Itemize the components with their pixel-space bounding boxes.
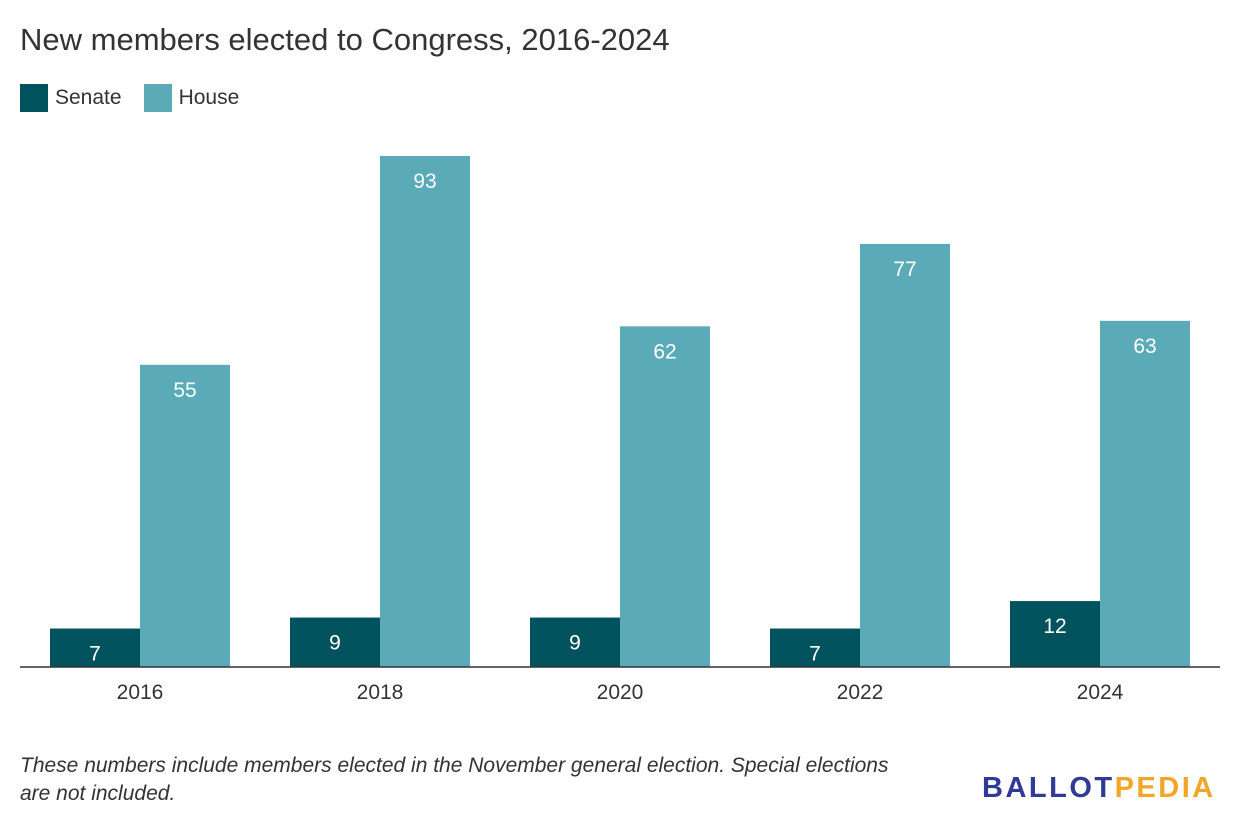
logo-part-ballot: BALLOT (982, 772, 1115, 804)
bar-house-2016 (140, 364, 230, 667)
legend-swatch-house (143, 84, 172, 112)
legend-label-house: House (178, 86, 240, 109)
data-label-senate-2022: 7 (809, 643, 821, 666)
bar-senate-2022 (770, 628, 860, 667)
bar-senate-2016 (50, 628, 140, 667)
bar-house-2018 (380, 156, 470, 667)
bar-house-2022 (860, 243, 950, 667)
data-label-senate-2020: 9 (569, 632, 581, 655)
x-tick-label-2016: 2016 (117, 681, 164, 704)
legend-item-senate: Senate (20, 84, 122, 112)
legend-item-house: House (143, 84, 240, 112)
bar-senate-2018 (290, 617, 380, 667)
bar-house-2024 (1100, 320, 1190, 667)
data-label-senate-2016: 7 (89, 643, 101, 666)
bar-senate-2020 (530, 617, 620, 667)
bar-house-2020 (620, 326, 710, 667)
chart-title: New members elected to Congress, 2016-20… (20, 22, 670, 57)
data-label-senate-2024: 12 (1043, 615, 1066, 638)
data-label-house-2024: 63 (1133, 335, 1156, 358)
legend-label-senate: Senate (55, 86, 122, 109)
footnote: These numbers include members elected in… (20, 754, 889, 805)
x-tick-label-2022: 2022 (837, 681, 884, 704)
x-tick-label-2024: 2024 (1077, 681, 1124, 704)
x-tick-label-2018: 2018 (357, 681, 404, 704)
bar-senate-2024 (1010, 601, 1100, 667)
data-label-senate-2018: 9 (329, 632, 341, 655)
chart-legend: Senate House (20, 84, 261, 112)
data-label-house-2016: 55 (173, 379, 196, 402)
data-label-house-2018: 93 (413, 170, 436, 193)
legend-swatch-senate (20, 84, 48, 112)
ballotpedia-logo: BALLOTPEDIA (982, 772, 1216, 805)
data-label-house-2022: 77 (893, 258, 916, 281)
logo-part-pedia: PEDIA (1114, 772, 1216, 804)
x-tick-label-2020: 2020 (597, 681, 644, 704)
data-label-house-2020: 62 (653, 340, 676, 363)
